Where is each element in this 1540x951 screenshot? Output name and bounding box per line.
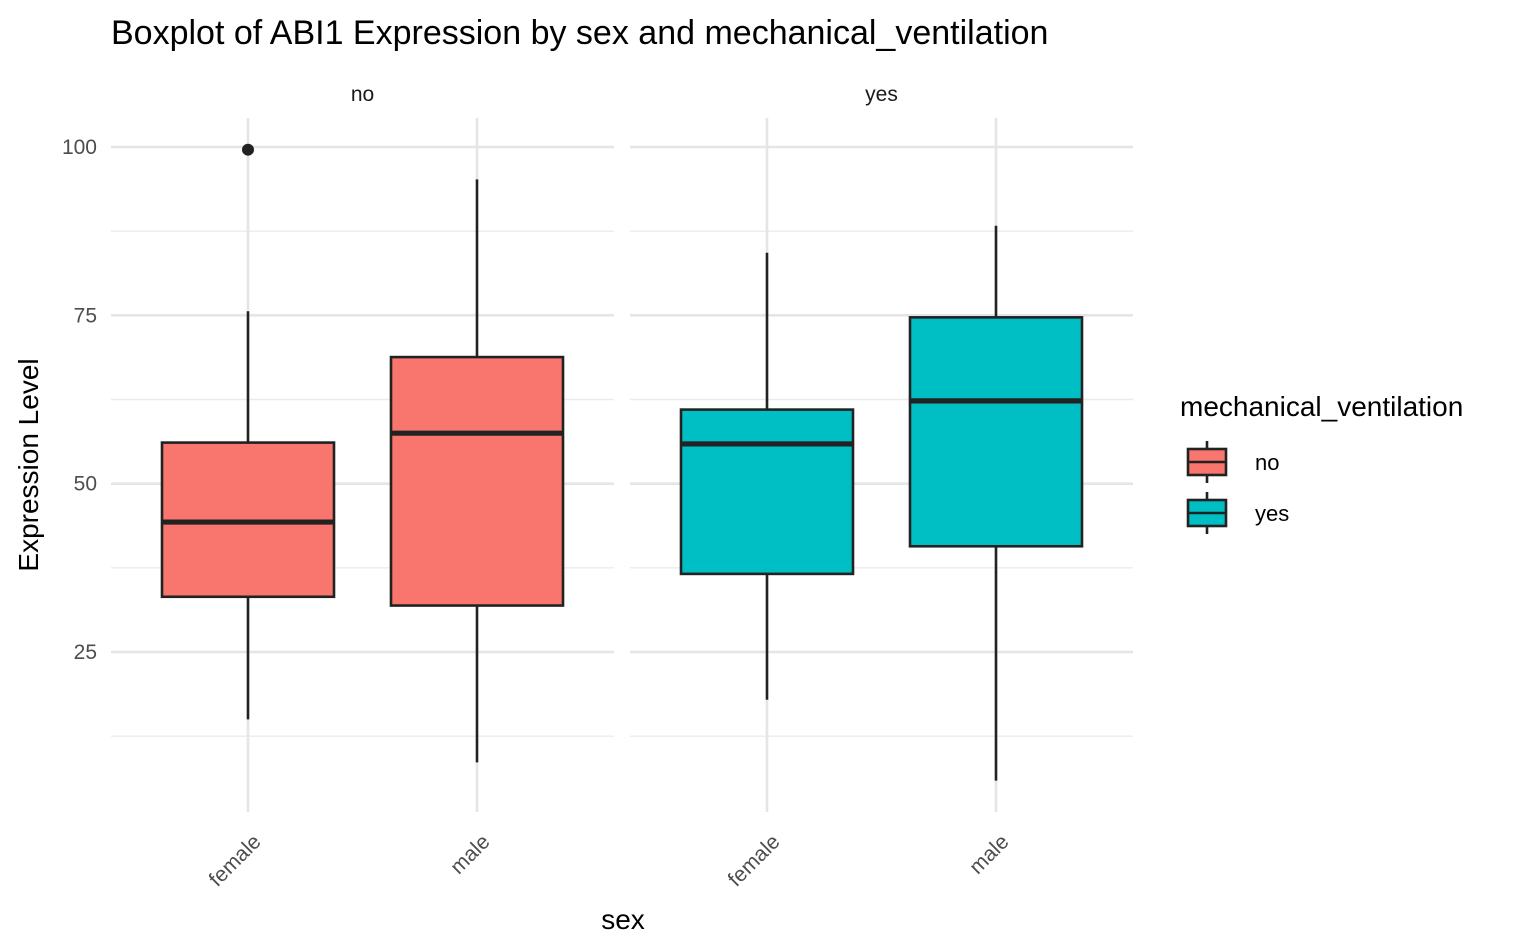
facet-strip-label: yes (865, 83, 898, 106)
x-tick-label: male (965, 830, 1013, 878)
x-tick-label: female (205, 830, 266, 891)
y-axis-title: Expression Level (13, 358, 44, 571)
legend: mechanical_ventilation no yes (1180, 391, 1463, 534)
box-iqr (389, 355, 565, 607)
box-iqr (908, 316, 1084, 548)
x-axis-title: sex (601, 904, 645, 935)
legend-label: yes (1255, 501, 1289, 526)
x-tick-label: female (724, 830, 785, 891)
box-yes-female: female (679, 252, 855, 891)
outlier-point (242, 143, 254, 156)
y-tick-label: 50 (74, 473, 97, 496)
facet-panel-no: no female male (111, 83, 614, 891)
facet-strip-label: no (351, 83, 374, 106)
y-tick-label: 100 (62, 136, 97, 159)
legend-title: mechanical_ventilation (1180, 391, 1463, 422)
y-tick-label: 25 (74, 641, 97, 664)
y-tick-label: 75 (74, 304, 97, 327)
legend-entry-yes: yes (1186, 492, 1289, 534)
chart-title: Boxplot of ABI1 Expression by sex and me… (111, 14, 1048, 52)
box-no-male: male (389, 179, 565, 879)
facet-panel-yes: yes female male (630, 83, 1133, 891)
legend-label: no (1255, 450, 1279, 475)
y-axis: 25 50 75 100 (62, 136, 97, 664)
facet-panels: no female male yes female male (111, 83, 1133, 891)
box-iqr (679, 408, 855, 576)
legend-entry-no: no (1186, 441, 1279, 483)
x-tick-label: male (446, 830, 494, 878)
